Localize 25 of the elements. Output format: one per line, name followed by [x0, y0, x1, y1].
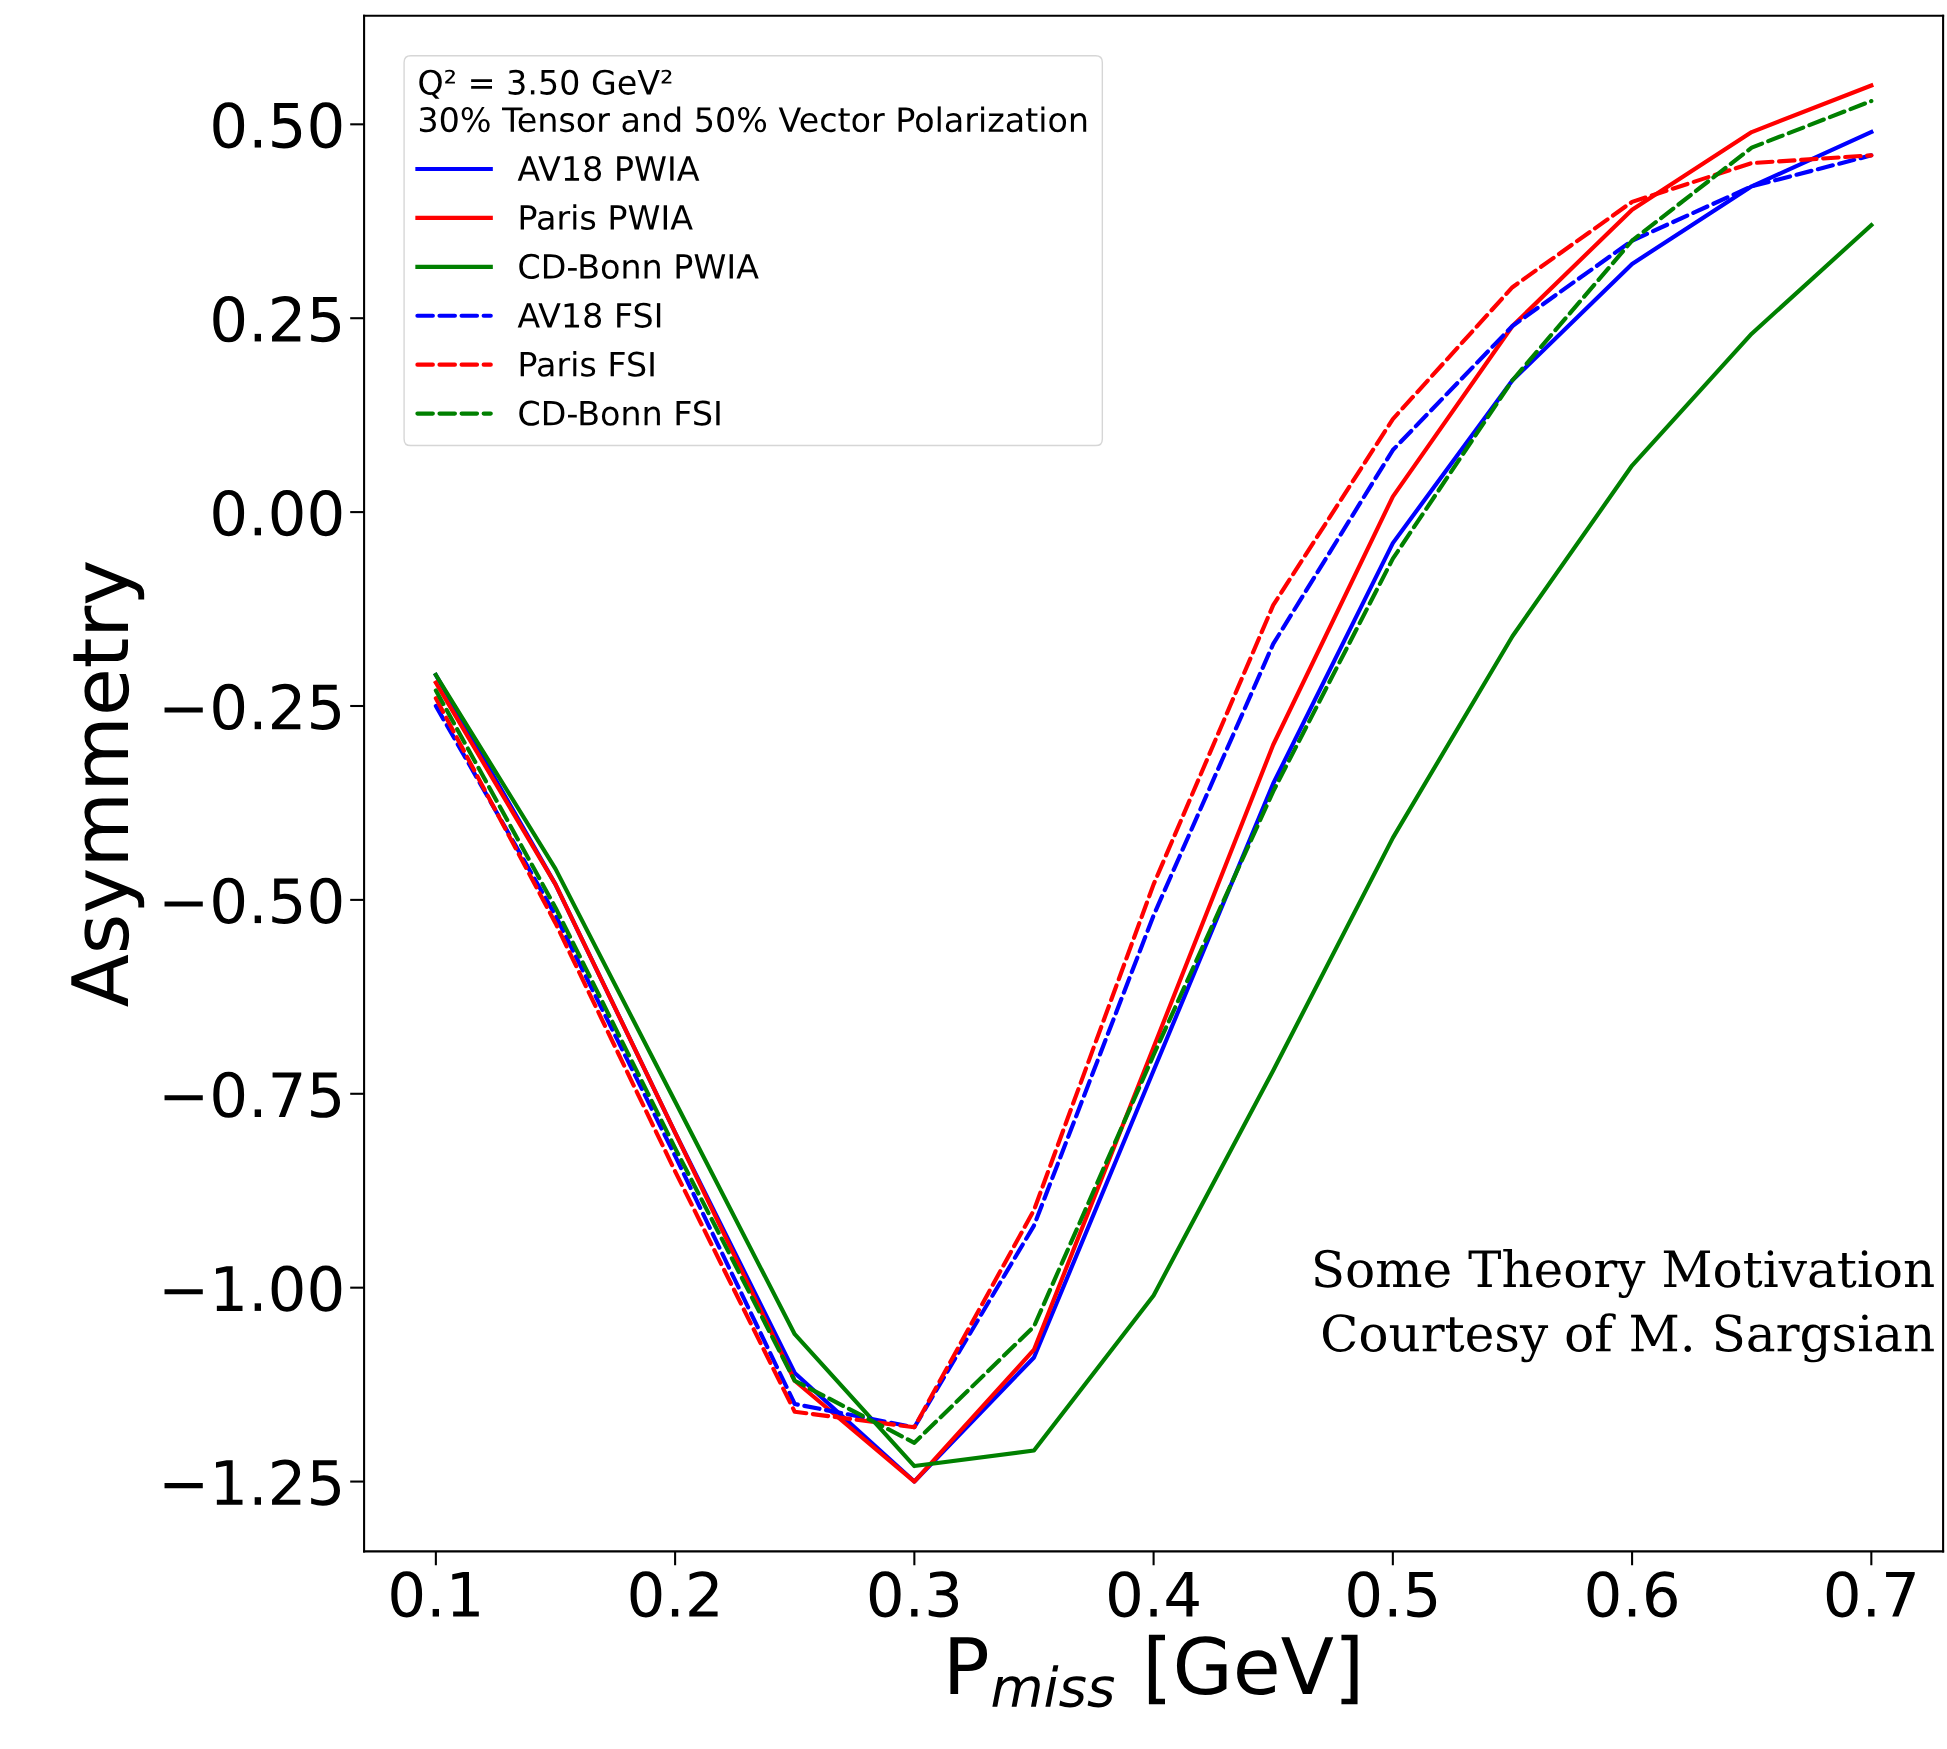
y-tick-label: −1.25 — [164, 1459, 340, 1506]
y-tick-label: −1.00 — [164, 1265, 342, 1312]
x-tick-label: 0.5 — [1348, 1571, 1437, 1618]
x-tick-label: 0.2 — [630, 1571, 718, 1618]
x-tick-label: 0.6 — [1587, 1571, 1677, 1618]
legend-label: AV18 PWIA — [517, 155, 700, 182]
legend-title: Q² = 3.50 GeV² 30% Tensor and 50% Vector Polarization — [419, 69, 1087, 133]
x-tick-label: 0.1 — [391, 1571, 479, 1618]
legend-label: Paris FSI — [520, 351, 654, 377]
y-tick-label: 0.00 — [213, 489, 342, 537]
legend-label: CD-Bonn FSI — [519, 400, 720, 426]
x-tick-label: 0.3 — [869, 1571, 959, 1618]
y-tick-label: −0.25 — [164, 683, 340, 731]
y-tick-label: −0.75 — [164, 1071, 340, 1118]
legend-label: AV18 FSI — [517, 302, 661, 328]
legend-label: CD-Bonn PWIA — [519, 253, 759, 279]
x-axis-title: P$_{miss}$ [GeV] — [950, 1634, 1358, 1708]
legend-label: Paris PWIA — [520, 204, 693, 231]
x-tick-label: 0.7 — [1826, 1571, 1915, 1618]
y-tick-label: 0.25 — [213, 296, 340, 343]
x-tick-label: 0.4 — [1109, 1571, 1199, 1618]
annotation: Some Theory Motivation Courtesy of M. Sargsian — [1315, 1248, 1934, 1363]
y-tick-label: −0.50 — [164, 877, 342, 924]
y-tick-label: 0.50 — [213, 102, 342, 149]
y-axis-title: Asymmetry — [71, 562, 145, 1007]
